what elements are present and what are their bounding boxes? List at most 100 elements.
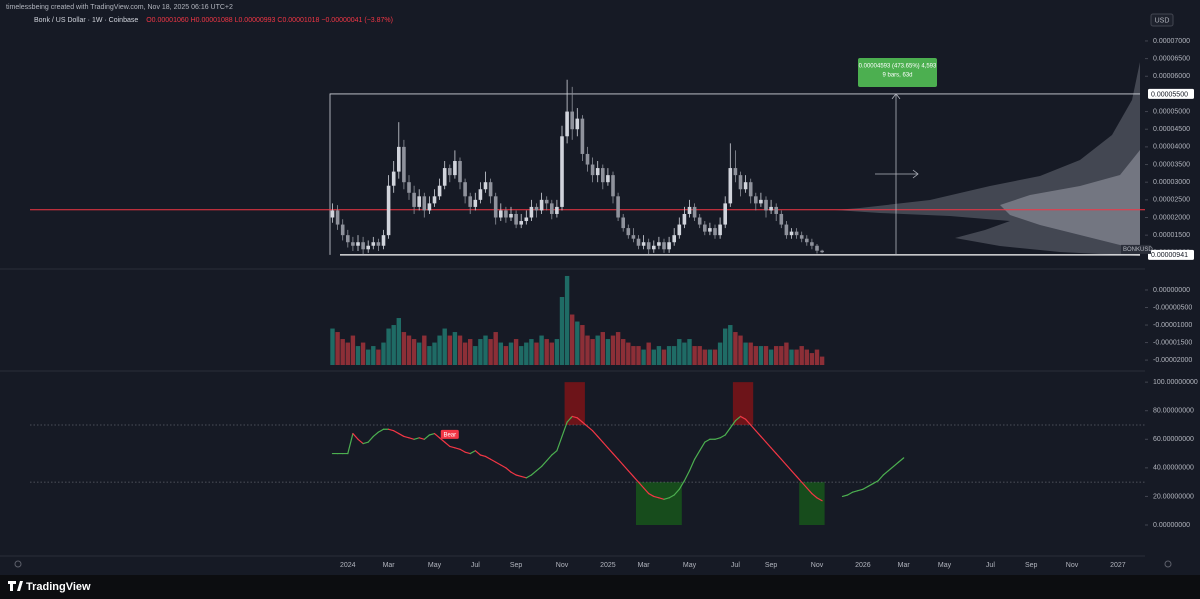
volume-bar (672, 346, 677, 365)
oscillator-segment (785, 464, 793, 472)
volume-bar (513, 339, 519, 365)
oscillator-segment (495, 461, 502, 466)
oscillator-segment (770, 447, 777, 455)
volume-bar (636, 346, 641, 365)
x-tick-label: Nov (1066, 562, 1079, 569)
scroll-icon[interactable] (14, 560, 22, 568)
oscillator-segment (607, 447, 614, 455)
candle-body (422, 196, 427, 211)
y-tick-label: 0.00007000 (1153, 38, 1190, 45)
oscillator-segment (678, 480, 686, 490)
oscillator-segment (347, 432, 354, 455)
y-tick-label: 60.00000000 (1153, 436, 1194, 443)
x-tick-label: Nov (556, 562, 569, 569)
volume-bar (488, 339, 493, 365)
oscillator-segment (510, 471, 517, 476)
candle-body (672, 235, 676, 243)
oscillator-segment (862, 485, 869, 490)
volume-bar (330, 328, 335, 365)
candle-body (519, 221, 523, 225)
volume-bar (682, 342, 687, 365)
candle-body (524, 217, 529, 222)
y-tick-label: -0.00000500 (1153, 304, 1192, 311)
oscillator-segment (566, 415, 573, 423)
settings-icon[interactable] (1164, 560, 1172, 568)
candle-body (493, 196, 498, 218)
range-box (329, 93, 1140, 255)
candle-body (810, 242, 814, 246)
oscillator-segment (428, 432, 436, 436)
candle-body (468, 196, 472, 207)
candle-body (560, 136, 564, 207)
candle-body (361, 242, 365, 250)
y-tick-label: 20.00000000 (1153, 493, 1194, 500)
background (0, 0, 1200, 575)
candle-body (738, 175, 743, 190)
volume-bar (396, 318, 401, 365)
candle-body (820, 250, 824, 253)
volume-bar (473, 346, 478, 365)
volume-bar (575, 321, 580, 365)
volume-bar (605, 339, 611, 365)
symbol-tag-label: BONKUSD (1123, 247, 1153, 253)
candle-body (509, 213, 513, 218)
volume-bar (376, 349, 381, 365)
volume-bar (784, 342, 789, 365)
oscillator-segment (852, 490, 859, 493)
candle-body (713, 228, 717, 236)
oscillator-segment (683, 470, 691, 482)
candle-body (442, 168, 447, 186)
volume-bar (733, 332, 738, 365)
oscillator-segment (653, 495, 660, 499)
oscillator-segment (897, 457, 905, 463)
candle-body (555, 206, 559, 214)
oscillator-segment (612, 452, 619, 460)
y-tick-label: 100.00000000 (1153, 379, 1198, 386)
volume-bar (468, 339, 473, 365)
x-tick-label: Mar (898, 562, 911, 569)
oscillator-segment (372, 431, 379, 438)
currency[interactable]: USD (1155, 17, 1170, 24)
candle-body (611, 175, 615, 197)
oscillator-segment (500, 464, 507, 469)
volume-bar (381, 342, 386, 365)
candle-body (748, 182, 753, 197)
candle-body (626, 228, 631, 236)
y-tick-label: 0.00002000 (1153, 214, 1190, 221)
oscillator-segment (586, 425, 594, 432)
x-tick-label: 2026 (855, 562, 871, 569)
oscillator-segment (474, 450, 481, 456)
oscillator-segment (581, 421, 589, 428)
oscillator-segment (841, 494, 849, 498)
candle-body (590, 164, 595, 176)
x-tick-label: May (683, 562, 697, 569)
volume-bar (712, 349, 718, 365)
y-tick-label: -0.00001000 (1153, 322, 1192, 329)
volume-bar (427, 346, 432, 365)
candle-body (473, 199, 478, 207)
volume-bar (794, 349, 799, 365)
volume-bar (814, 349, 820, 365)
oscillator-segment (520, 475, 527, 479)
candle-body (386, 185, 391, 236)
x-tick-label: Sep (765, 562, 778, 569)
currency-box[interactable] (1150, 13, 1174, 27)
candle-body (488, 182, 493, 197)
volume-bar (462, 342, 468, 365)
x-tick-label: 2024 (340, 562, 356, 569)
volume-bar (437, 335, 442, 365)
oscillator-segment (724, 427, 731, 436)
y-tick-label: 40.00000000 (1153, 465, 1194, 472)
x-tick-label: Jul (731, 562, 740, 569)
oscillator-segment (734, 415, 742, 422)
oscillator-segment (459, 448, 466, 453)
oscillator-segment (688, 458, 696, 472)
candle-body (697, 217, 702, 225)
candle-body (544, 199, 549, 204)
volume-bar (768, 349, 774, 365)
candle-body (815, 245, 819, 251)
candle-body (366, 245, 370, 250)
volume-bar (666, 346, 672, 365)
y-tick-label: 0.00006000 (1153, 73, 1190, 80)
